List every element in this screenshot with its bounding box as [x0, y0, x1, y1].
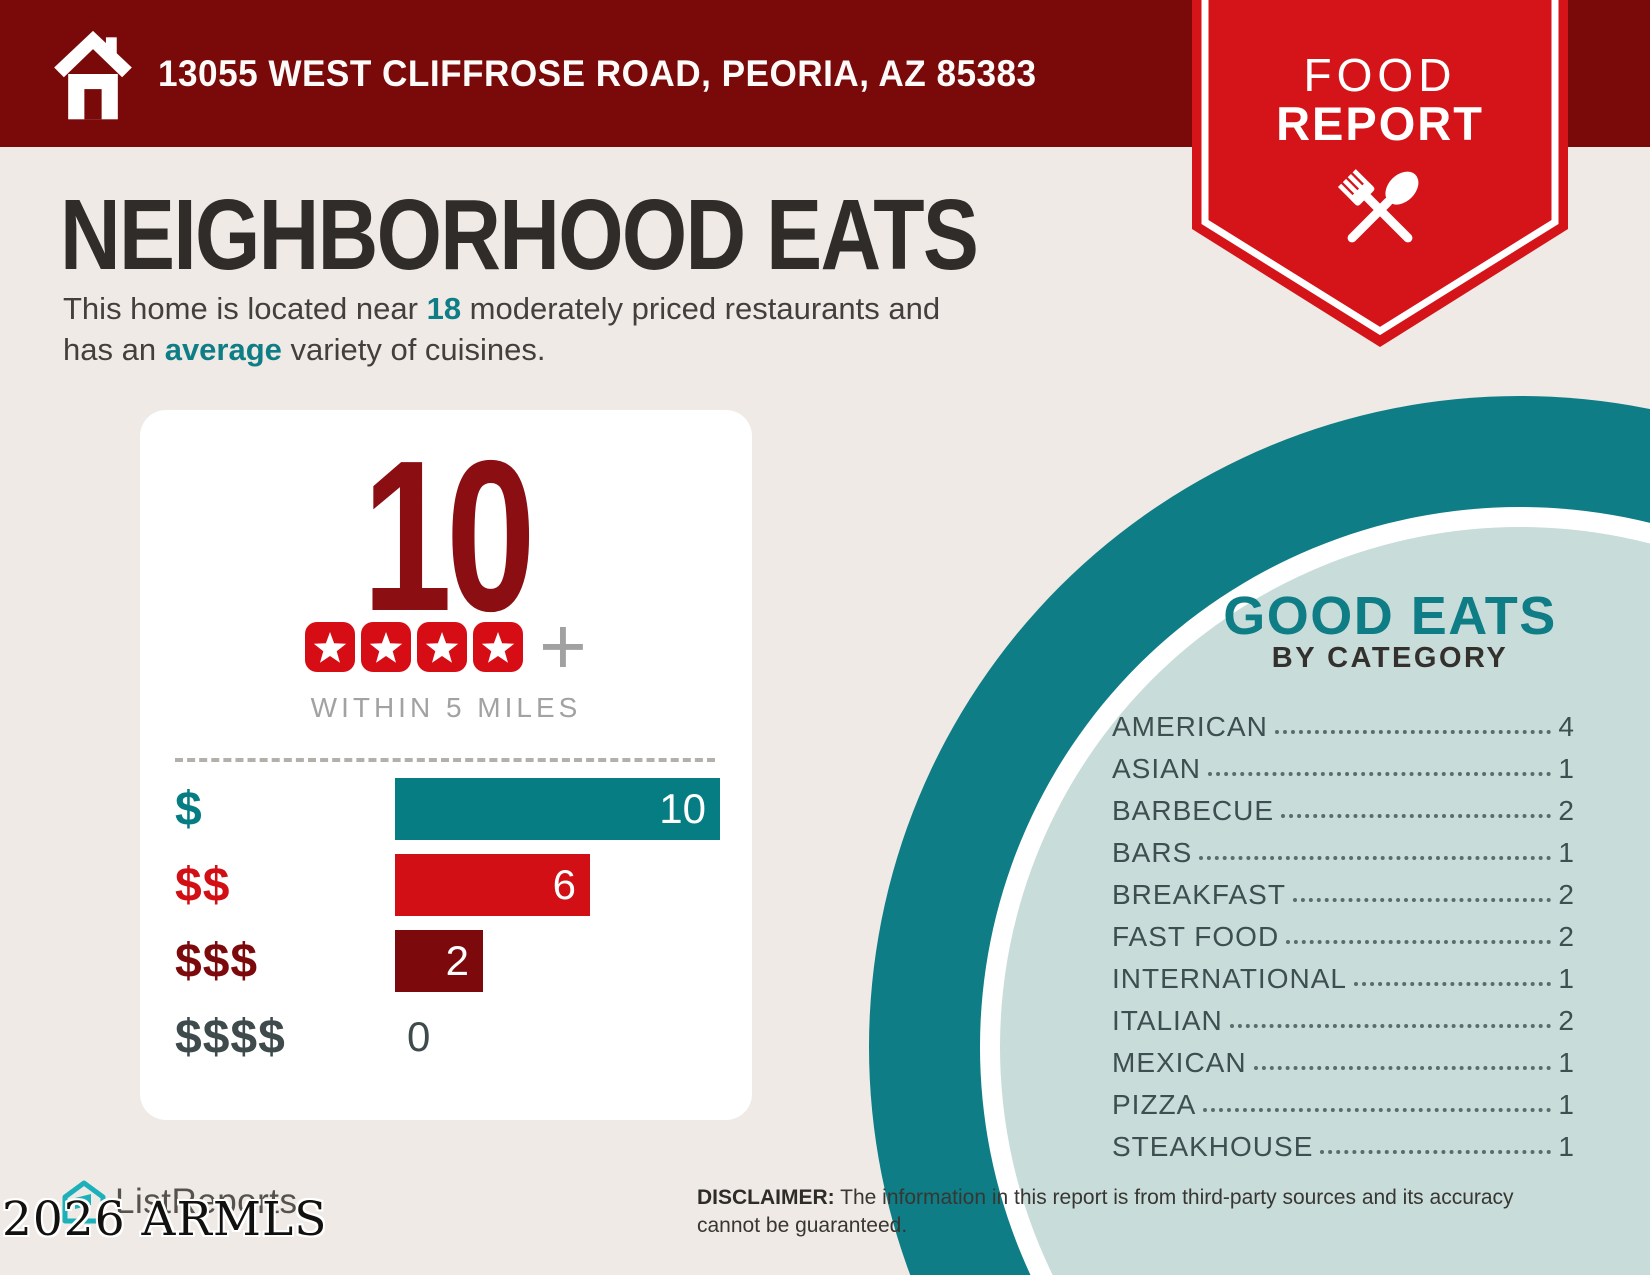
badge-title-line1: FOOD [1303, 49, 1457, 101]
category-count: 1 [1558, 1047, 1574, 1078]
price-tier-label: $$$$ [175, 1010, 286, 1064]
category-row: ASIAN 1 [1112, 748, 1574, 790]
price-row: $$$$ 0 [175, 1006, 735, 1068]
category-row: FAST FOOD 2 [1112, 916, 1574, 958]
price-bar: 10 [395, 778, 720, 840]
price-zero-value: 0 [407, 1013, 431, 1060]
category-row: INTERNATIONAL 1 [1112, 958, 1574, 1000]
disclaimer-body: The information in this report is from t… [697, 1186, 1514, 1237]
price-tier-label: $$$ [175, 934, 259, 988]
category-count: 2 [1558, 1005, 1574, 1036]
plus-icon: + [539, 601, 587, 692]
variety-highlight: average [164, 332, 282, 367]
star-icon [473, 622, 524, 672]
category-label: BARS [1112, 837, 1193, 868]
dotted-leader [1274, 730, 1552, 734]
dotted-leader [1286, 940, 1552, 944]
category-count: 1 [1558, 837, 1574, 868]
crossed-spoon-fork-icon [1337, 169, 1419, 243]
listreports-wordmark: ListReports [115, 1182, 298, 1221]
intro-line1-pre: This home is located near [63, 291, 427, 326]
intro-line1-post: moderately priced restaurants and [461, 291, 941, 326]
dotted-leader [1353, 982, 1552, 986]
category-row: BARBECUE 2 [1112, 790, 1574, 832]
category-count: 2 [1558, 879, 1574, 910]
category-row: BARS 1 [1112, 832, 1574, 874]
price-row: $10 [175, 778, 735, 840]
price-tier-bar-chart: $10 $$ 6 $$$ 2 $$$$ 0 [175, 778, 735, 1082]
armls-watermark: 2026 ARMLS [2, 1192, 328, 1247]
page-title: NEIGHBORHOOD EATS [60, 179, 979, 291]
dotted-leader [1208, 772, 1552, 776]
dotted-leader [1253, 1066, 1552, 1070]
category-count: 4 [1558, 711, 1574, 742]
star-rating: + [140, 601, 752, 692]
restaurant-count: 18 [426, 291, 462, 326]
dotted-leader [1281, 814, 1552, 818]
category-label: INTERNATIONAL [1112, 963, 1347, 994]
disclaimer-label: DISCLAIMER: [697, 1186, 835, 1209]
category-row: AMERICAN 4 [1112, 706, 1574, 748]
intro-text: This home is located near 18 moderately … [63, 288, 1123, 370]
price-tier-label: $ [175, 782, 203, 836]
food-report-badge: FOOD REPORT [1192, 0, 1568, 348]
good-eats-subtitle: BY CATEGORY [1271, 642, 1509, 674]
star-icon [417, 622, 468, 672]
category-count: 1 [1558, 963, 1574, 994]
category-label: AMERICAN [1112, 711, 1268, 742]
property-address: 13055 WEST CLIFFROSE ROAD, PEORIA, AZ 85… [158, 52, 1037, 94]
category-label: ASIAN [1112, 753, 1202, 784]
category-label: BARBECUE [1112, 795, 1275, 826]
category-count: 1 [1558, 1089, 1574, 1120]
listreports-logo: ListReports [62, 1180, 298, 1224]
price-bar: 2 [395, 930, 483, 992]
category-row: ITALIAN 2 [1112, 1000, 1574, 1042]
category-count: 2 [1558, 921, 1574, 952]
category-list: AMERICAN 4 ASIAN 1 BARBECUE 2 BARS 1 BREAKFAST 2 F… [1112, 706, 1574, 1168]
category-count: 1 [1558, 753, 1574, 784]
intro-line2-post: variety of cuisines. [281, 332, 546, 367]
category-label: MEXICAN [1112, 1047, 1247, 1078]
intro-line2-pre: has an [63, 332, 165, 367]
dotted-leader [1203, 1108, 1552, 1112]
star-icon [305, 622, 356, 672]
dashed-divider [175, 758, 715, 762]
category-label: BREAKFAST [1112, 879, 1286, 910]
disclaimer-text: DISCLAIMER: The information in this repo… [697, 1184, 1537, 1240]
category-label: FAST FOOD [1112, 921, 1280, 952]
category-row: BREAKFAST 2 [1112, 874, 1574, 916]
restaurant-score: 10 [362, 415, 535, 656]
pennant-shape-icon [1192, 0, 1568, 347]
good-eats-title: GOOD EATS [1223, 586, 1557, 646]
price-row: $$$ 2 [175, 930, 735, 992]
listreports-house-icon [62, 1180, 106, 1224]
dotted-leader [1292, 898, 1552, 902]
price-row: $$ 6 [175, 854, 735, 916]
dotted-leader [1229, 1024, 1552, 1028]
badge-title-line2: REPORT [1276, 97, 1484, 150]
category-label: PIZZA [1112, 1089, 1197, 1120]
category-row: MEXICAN 1 [1112, 1042, 1574, 1084]
home-icon [54, 30, 132, 120]
category-label: ITALIAN [1112, 1005, 1223, 1036]
radius-label: WITHIN 5 MILES [310, 692, 582, 723]
category-row: PIZZA 1 [1112, 1084, 1574, 1126]
star-icon [361, 622, 412, 672]
dotted-leader [1320, 1150, 1552, 1154]
category-count: 1 [1558, 1131, 1574, 1162]
category-count: 2 [1558, 795, 1574, 826]
price-bar: 6 [395, 854, 590, 916]
dotted-leader [1199, 856, 1552, 860]
category-row: STEAKHOUSE 1 [1112, 1126, 1574, 1168]
restaurant-stats-card: 10 + WITHIN 5 MILES $10 $$ 6 $$$ 2 $$$$ 0 [140, 410, 752, 1120]
price-tier-label: $$ [175, 858, 231, 912]
category-label: STEAKHOUSE [1112, 1131, 1314, 1162]
